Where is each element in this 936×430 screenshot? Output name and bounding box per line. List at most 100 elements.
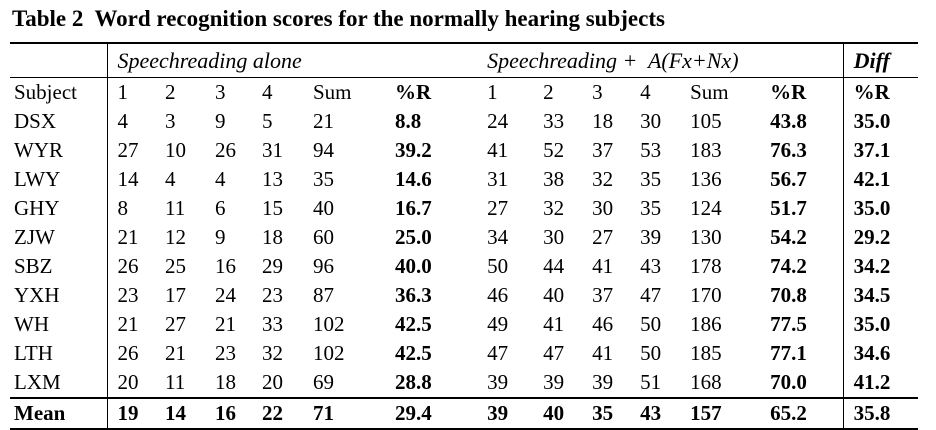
cell: 25.0 — [395, 225, 432, 249]
cell: LXM — [14, 370, 61, 394]
data-row: ZJW 21 12 9 18 60 25.0 34 30 27 39 130 54.2 29.2 — [10, 223, 919, 252]
cell: 24 — [215, 283, 236, 307]
cell: 27 — [487, 196, 509, 220]
cell: SBZ — [14, 254, 53, 278]
cell: 35 — [313, 167, 334, 191]
cell: 43 — [640, 254, 662, 278]
column-header: 3 — [215, 80, 226, 104]
cell: 74.2 — [770, 254, 807, 278]
cell: 8.8 — [395, 109, 422, 133]
cell: 23 — [106, 281, 155, 310]
column-header: 2 — [165, 80, 176, 104]
cell: 130 — [690, 225, 722, 249]
cell: 71 — [303, 397, 385, 429]
cell: 17 — [165, 283, 186, 307]
cell: 43 — [630, 397, 681, 429]
cell: 31 — [487, 167, 509, 191]
cell: 40 — [313, 196, 334, 220]
cell: 23 — [215, 341, 236, 365]
cell: WH — [14, 312, 49, 336]
cell: 60 — [313, 225, 334, 249]
cell: 185 — [690, 341, 722, 365]
column-header: Sum — [313, 80, 352, 104]
data-row: LTH 26 21 23 32 102 42.5 47 47 41 50 185 77.1 34.6 — [10, 339, 919, 368]
cell: 77.1 — [770, 341, 807, 365]
column-header: 1 — [487, 80, 498, 104]
cell: 15 — [262, 196, 283, 220]
cell: 20 — [262, 370, 283, 394]
cell: 69 — [313, 370, 334, 394]
cell: 47 — [640, 283, 662, 307]
cell: 35.8 — [842, 397, 919, 429]
cell: 102 — [313, 341, 345, 365]
cell: Mean — [10, 397, 107, 429]
cell: 46 — [487, 283, 509, 307]
cell: 18 — [592, 109, 614, 133]
cell: 19 — [106, 397, 155, 429]
cell: 183 — [690, 138, 722, 162]
cell: 22 — [252, 397, 303, 429]
data-row: LWY 14 4 4 13 35 14.6 31 38 32 35 136 56.7 42.1 — [10, 165, 919, 194]
cell: 14 — [155, 397, 205, 429]
cell: 26 — [106, 339, 155, 368]
cell: GHY — [14, 196, 60, 220]
cell: 35.0 — [842, 310, 919, 339]
cell: 41 — [487, 138, 509, 162]
cell: 56.7 — [770, 167, 807, 191]
cell: 21 — [106, 223, 155, 252]
cell: 70.8 — [770, 283, 807, 307]
cell: 38 — [543, 167, 565, 191]
cell: 14.6 — [395, 167, 432, 191]
cell: 28.8 — [395, 370, 432, 394]
cell: 32 — [592, 167, 614, 191]
cell: 34.6 — [842, 339, 919, 368]
cell: 42.5 — [395, 312, 432, 336]
cell: 105 — [690, 109, 722, 133]
cell: 51 — [640, 370, 662, 394]
cell: 5 — [262, 109, 273, 133]
cell: 46 — [592, 312, 614, 336]
cell: 27 — [165, 312, 186, 336]
data-row: GHY 8 11 6 15 40 16.7 27 32 30 35 124 51.7 35.0 — [10, 194, 919, 223]
cell: 31 — [262, 138, 283, 162]
cell: 29 — [262, 254, 283, 278]
cell: 12 — [165, 225, 186, 249]
cell: 41 — [543, 312, 565, 336]
cell: 4 — [165, 167, 176, 191]
column-header-row: Subject 1 2 3 4 Sum %R 1 2 3 4 Sum %R %R — [10, 77, 919, 107]
cell: 33 — [262, 312, 283, 336]
cell: 54.2 — [770, 225, 807, 249]
cell: 43.8 — [770, 109, 807, 133]
cell: 34 — [487, 225, 509, 249]
cell: 124 — [690, 196, 722, 220]
cell: 11 — [165, 370, 186, 394]
column-header: 2 — [543, 80, 554, 104]
cell: 178 — [690, 254, 722, 278]
column-header: %R — [770, 80, 807, 104]
cell: 35.0 — [842, 194, 919, 223]
cell: 21 — [215, 312, 236, 336]
table: Speechreading alone Speechreading + A(Fx+… — [10, 42, 919, 430]
cell: 65.2 — [760, 397, 844, 429]
cell: 35.0 — [842, 107, 919, 136]
cell: 39 — [543, 370, 565, 394]
cell: 47 — [543, 341, 565, 365]
cell: 77.5 — [770, 312, 807, 336]
cell: 6 — [215, 196, 226, 220]
cell: 50 — [487, 254, 509, 278]
cell: 29.2 — [842, 223, 919, 252]
cell: LTH — [14, 341, 53, 365]
group-header: Diff — [842, 43, 919, 78]
cell: 70.0 — [770, 370, 807, 394]
cell: 23 — [262, 283, 283, 307]
cell: 8 — [106, 194, 155, 223]
cell: 35 — [640, 167, 662, 191]
cell: 36.3 — [395, 283, 432, 307]
cell: 18 — [215, 370, 236, 394]
cell: YXH — [14, 283, 60, 307]
cell: 34.5 — [842, 281, 919, 310]
data-row: YXH 23 17 24 23 87 36.3 46 40 37 47 170 70.8 34.5 — [10, 281, 919, 310]
cell: 50 — [640, 341, 662, 365]
cell: 32 — [543, 196, 565, 220]
group-header: Speechreading alone — [106, 43, 478, 78]
